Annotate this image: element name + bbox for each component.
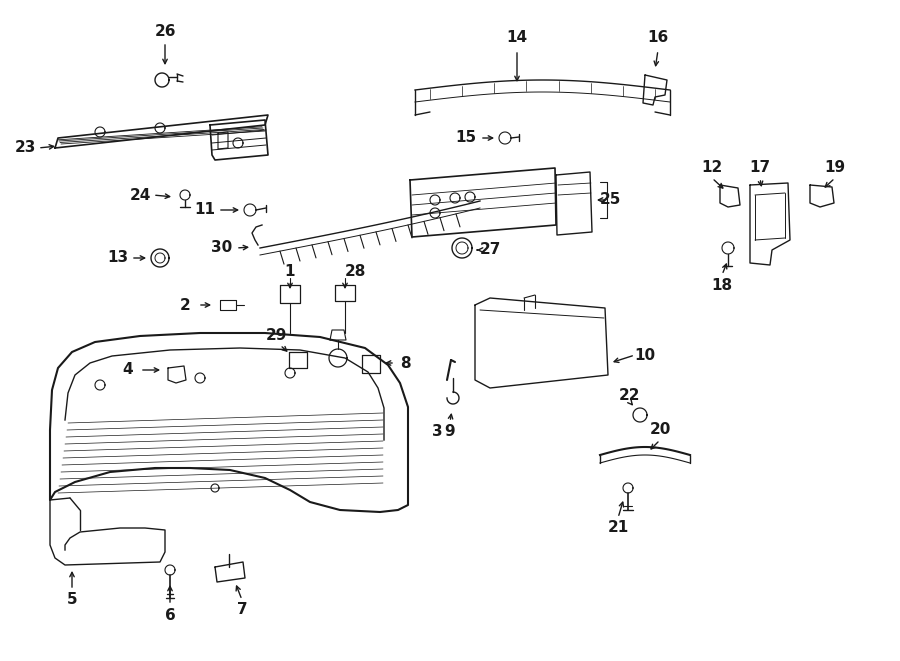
Text: 30: 30: [212, 241, 232, 256]
Text: 7: 7: [237, 602, 248, 617]
Text: 1: 1: [284, 264, 295, 280]
Text: 20: 20: [649, 422, 670, 438]
Text: 22: 22: [619, 387, 641, 403]
Text: 4: 4: [122, 362, 133, 377]
Text: 19: 19: [824, 161, 846, 176]
Text: 18: 18: [711, 278, 733, 293]
Text: 12: 12: [701, 161, 723, 176]
Text: 6: 6: [165, 607, 176, 623]
Text: 28: 28: [345, 264, 365, 280]
Text: 29: 29: [266, 327, 287, 342]
Text: 23: 23: [14, 141, 36, 155]
Text: 27: 27: [480, 243, 500, 258]
Text: 13: 13: [107, 251, 129, 266]
Text: 25: 25: [599, 192, 621, 208]
Text: 16: 16: [647, 30, 669, 46]
Text: 15: 15: [455, 130, 477, 145]
Text: 2: 2: [180, 297, 191, 313]
Text: 5: 5: [67, 592, 77, 607]
Text: 14: 14: [507, 30, 527, 46]
Text: 24: 24: [130, 188, 150, 202]
Text: 9: 9: [445, 424, 455, 440]
Text: 11: 11: [194, 202, 215, 217]
Text: 3: 3: [432, 424, 442, 440]
Text: 10: 10: [634, 348, 655, 362]
Text: 17: 17: [750, 161, 770, 176]
Text: 8: 8: [400, 356, 410, 371]
Text: 26: 26: [154, 24, 176, 40]
Text: 21: 21: [608, 520, 628, 535]
